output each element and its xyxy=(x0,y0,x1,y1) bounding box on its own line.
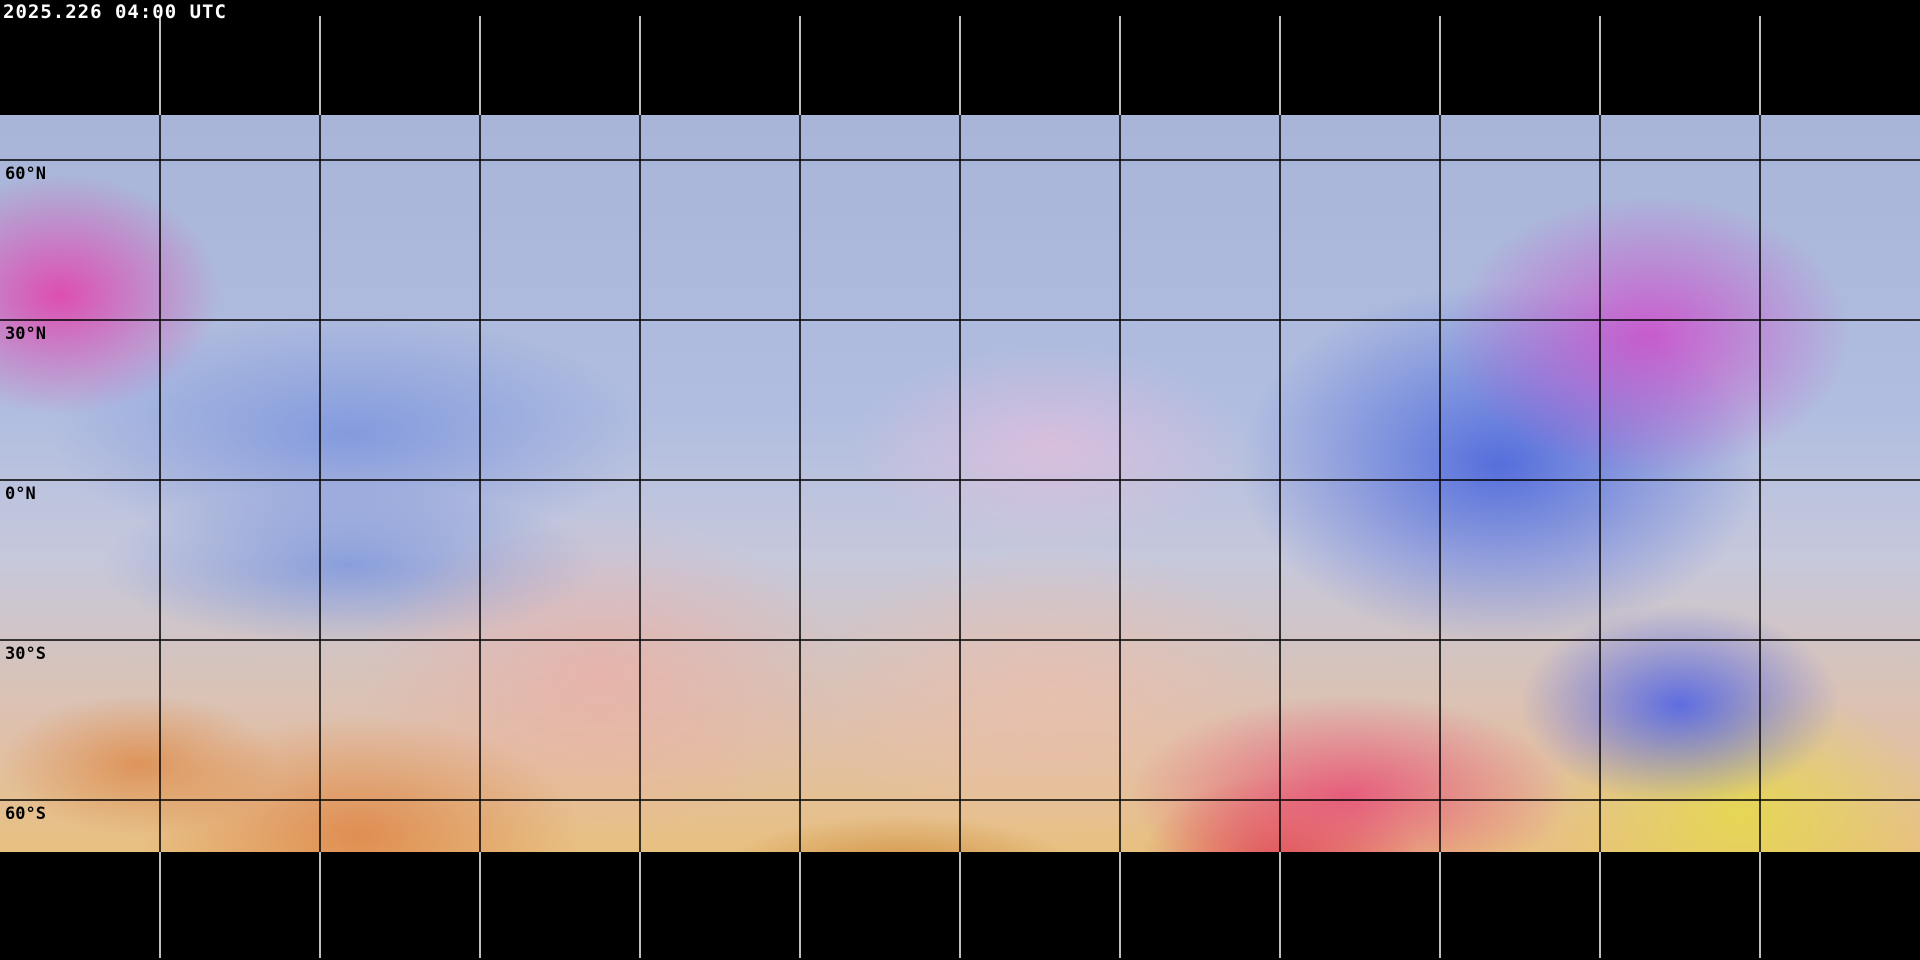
timestamp-label: 2025.226 04:00 UTC xyxy=(3,1,227,23)
lat-label-60n: 60°N xyxy=(5,164,46,184)
lat-label-60s: 60°S xyxy=(5,804,46,824)
lat-label-30s: 30°S xyxy=(5,644,46,664)
lat-label-0n: 0°N xyxy=(5,484,36,504)
lat-label-30n: 30°N xyxy=(5,324,46,344)
